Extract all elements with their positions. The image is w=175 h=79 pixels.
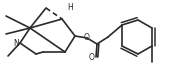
Text: O: O	[89, 53, 95, 61]
Text: N: N	[13, 38, 19, 47]
Text: H: H	[67, 3, 73, 12]
Text: O: O	[84, 33, 90, 43]
